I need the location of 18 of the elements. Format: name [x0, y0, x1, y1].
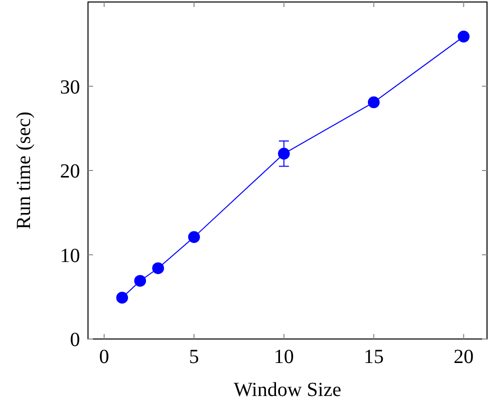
- point: [458, 30, 470, 42]
- y-axis-title: Run time (sec): [13, 112, 35, 230]
- point: [368, 96, 380, 108]
- x-tick-label: 20: [454, 346, 474, 368]
- point: [278, 148, 290, 160]
- x-tick-label: 10: [274, 346, 294, 368]
- y-tick-label: 10: [60, 244, 80, 267]
- y-tick-label: 30: [60, 76, 80, 98]
- point: [188, 231, 200, 243]
- y-tick-label: 20: [60, 160, 80, 182]
- point: [134, 274, 146, 287]
- x-axis-title: Window Size: [234, 379, 342, 401]
- x-tick-label: 15: [364, 346, 384, 368]
- point: [152, 262, 164, 274]
- x-tick-label: 0: [99, 346, 110, 368]
- x-tick-label: 5: [189, 346, 200, 368]
- y-tick-label: 0: [70, 329, 80, 351]
- point: [116, 292, 128, 304]
